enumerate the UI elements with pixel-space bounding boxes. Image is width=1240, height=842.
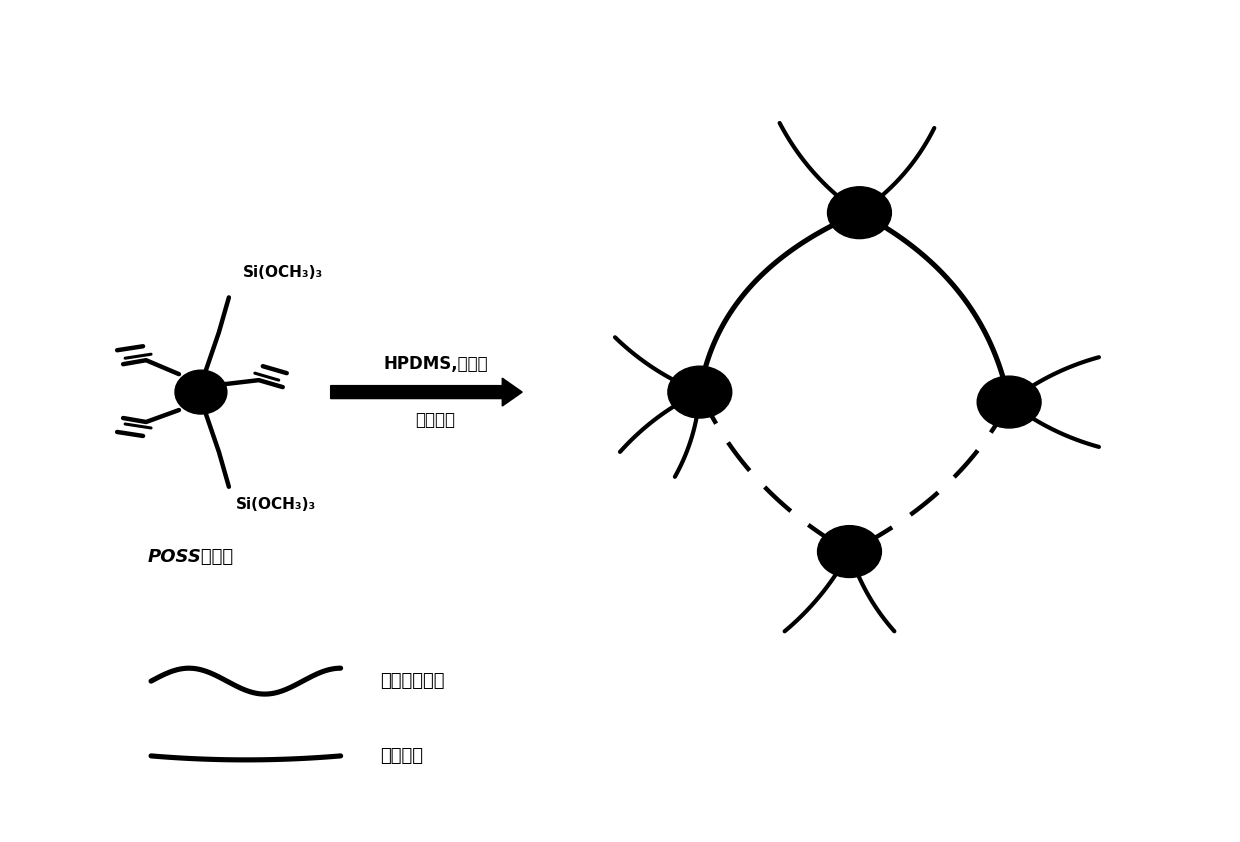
FancyArrow shape [331, 378, 522, 406]
Ellipse shape [827, 187, 892, 238]
Text: Si(OCH₃)₃: Si(OCH₃)₃ [236, 497, 316, 512]
Text: HPDMS,引发剂: HPDMS,引发剂 [383, 355, 487, 373]
Text: 硫橡胶链: 硫橡胶链 [381, 747, 424, 765]
Text: 含氟单体: 含氟单体 [415, 411, 455, 429]
Text: 含氟聚合物链: 含氟聚合物链 [381, 672, 445, 690]
Ellipse shape [817, 525, 882, 578]
Text: POSS加成物: POSS加成物 [148, 547, 234, 566]
Text: Si(OCH₃)₃: Si(OCH₃)₃ [243, 265, 324, 280]
Ellipse shape [175, 370, 227, 414]
Ellipse shape [668, 366, 732, 418]
Ellipse shape [977, 376, 1042, 428]
